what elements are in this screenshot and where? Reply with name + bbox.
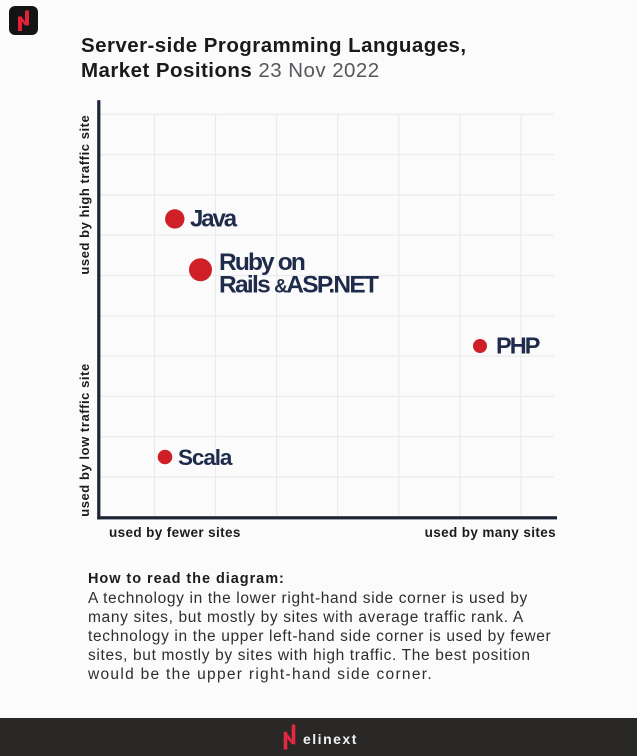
svg-text:used by low traffic site: used by low traffic site (77, 363, 92, 517)
svg-text:Java: Java (190, 206, 238, 233)
svg-text:used by many sites: used by many sites (425, 525, 556, 540)
svg-text:Scala: Scala (178, 445, 233, 470)
svg-text:used by fewer sites: used by fewer sites (109, 525, 241, 540)
svg-text:Ruby on: Ruby on (219, 249, 305, 276)
svg-text:Rails &ASP.NET: Rails &ASP.NET (219, 271, 379, 298)
svg-text:PHP: PHP (496, 333, 540, 359)
svg-text:used by high traffic site: used by high traffic site (77, 115, 92, 275)
